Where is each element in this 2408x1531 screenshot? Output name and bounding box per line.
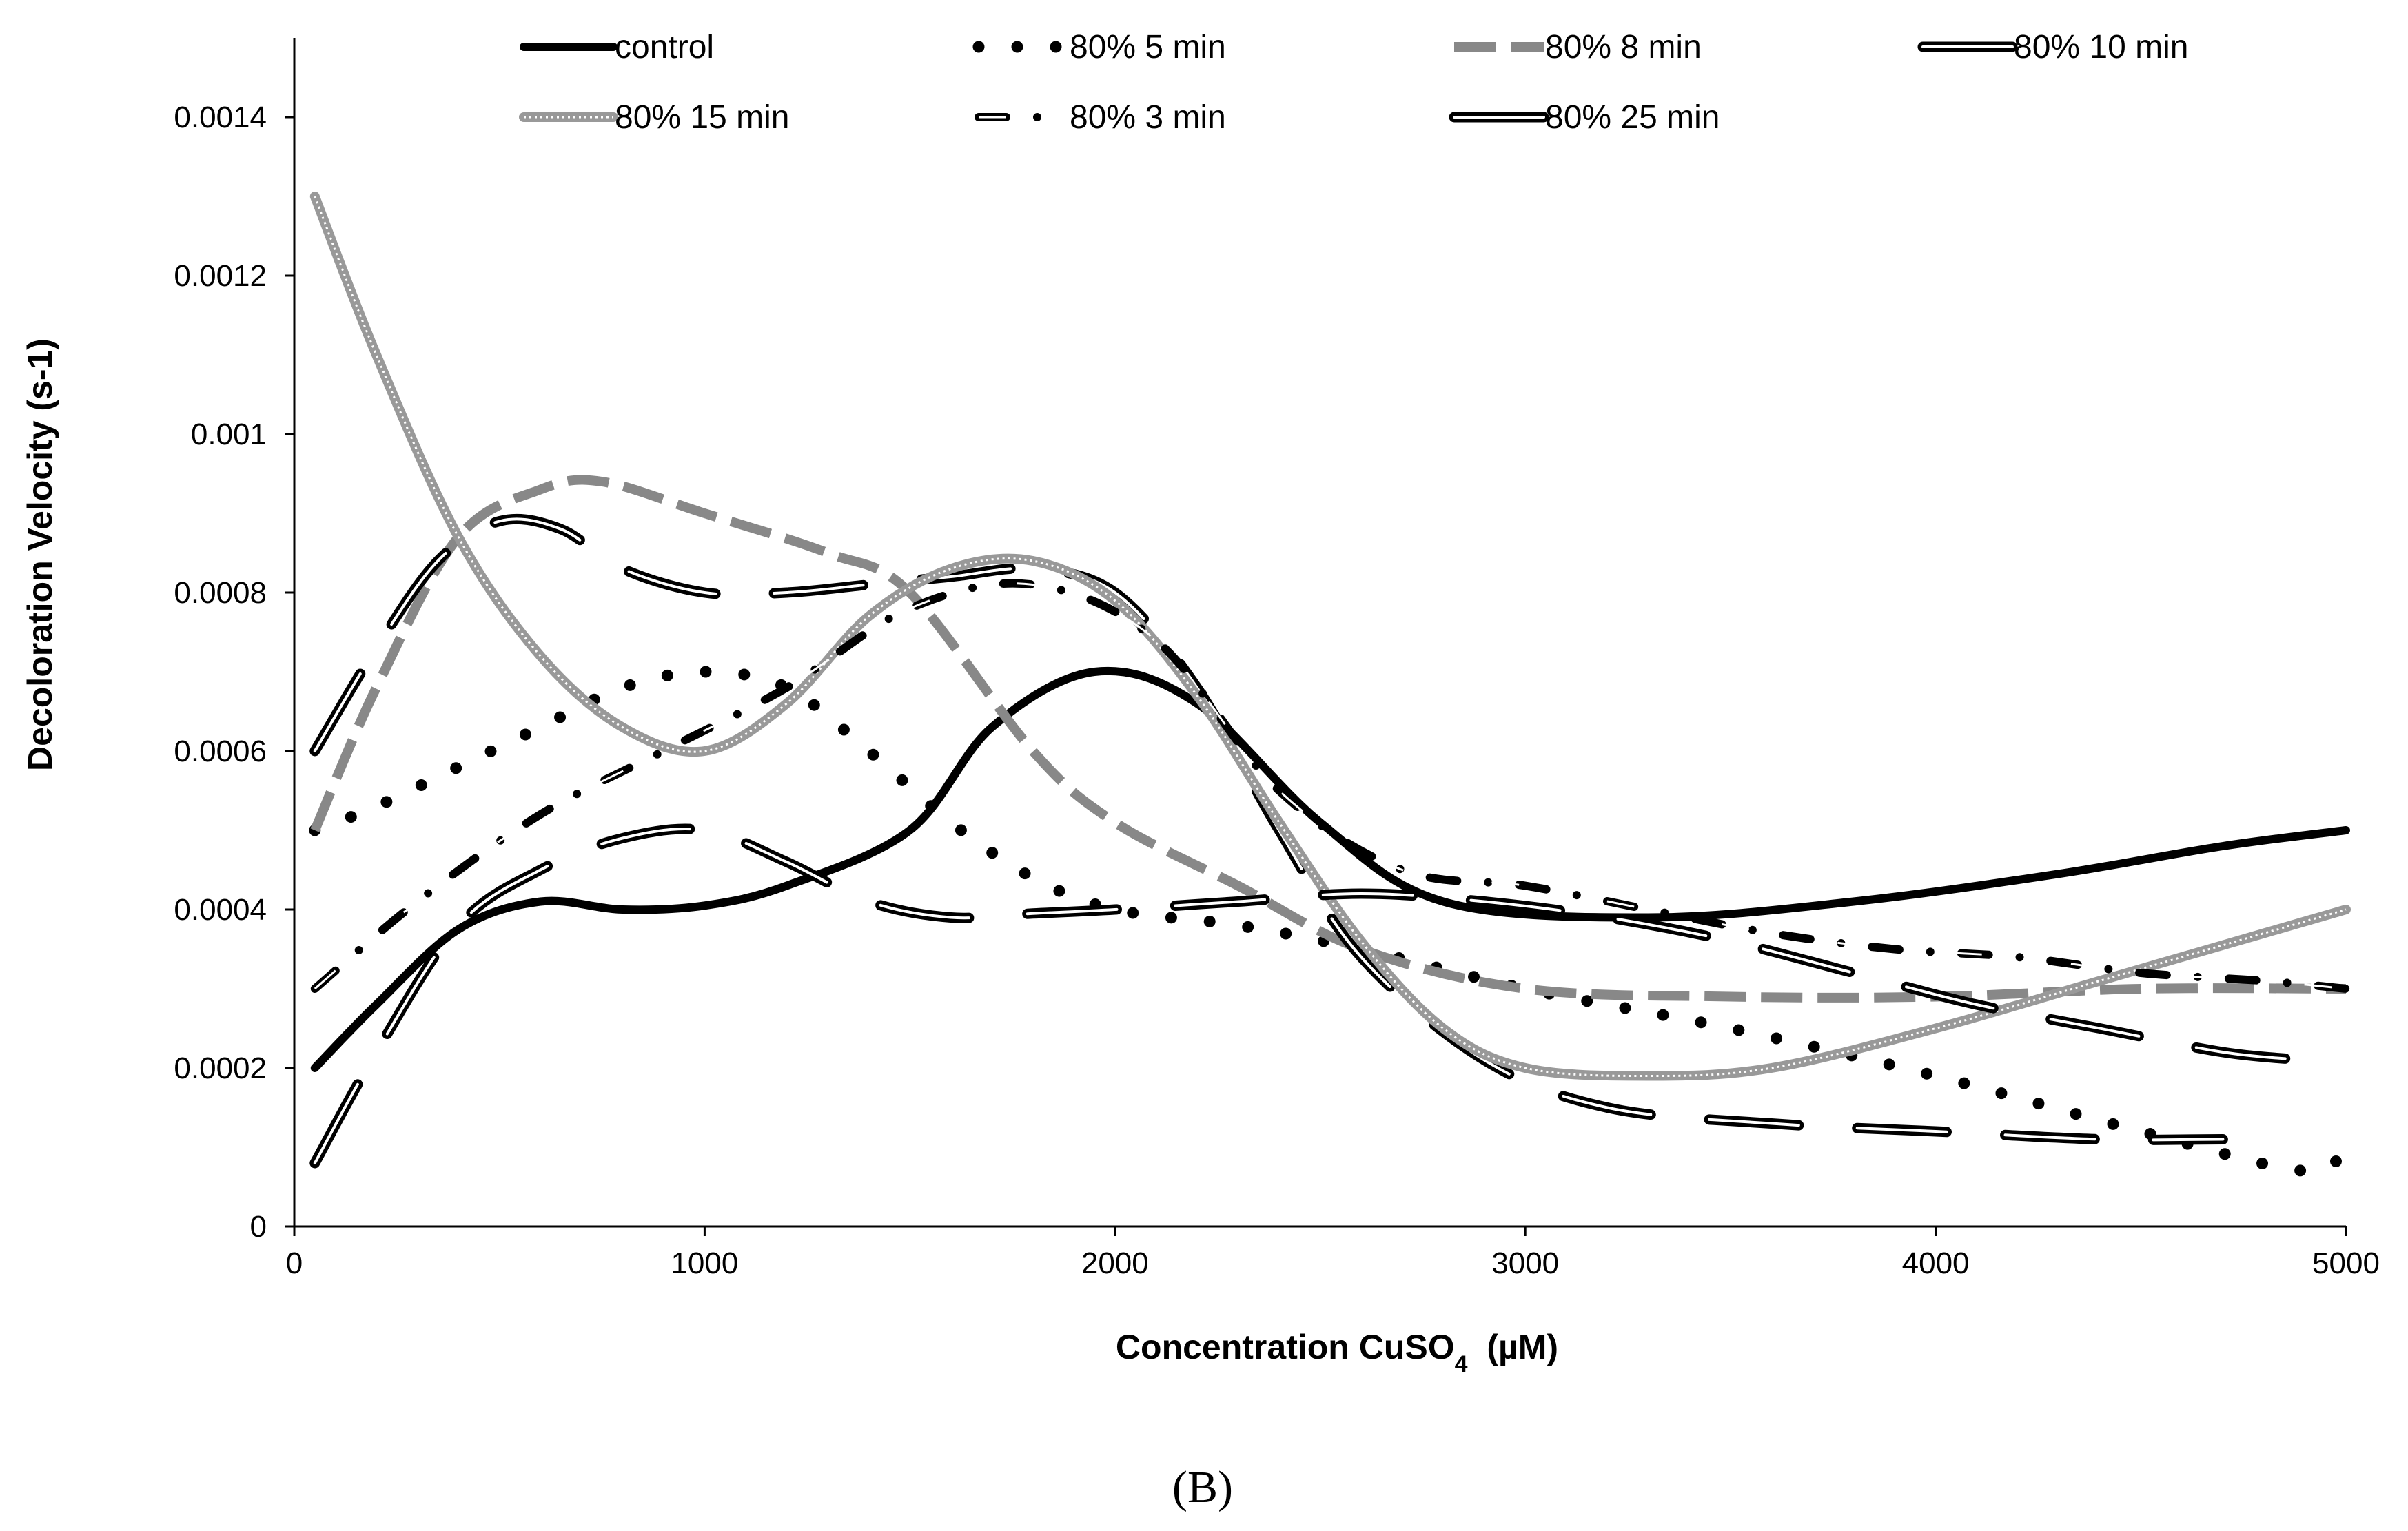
series-layer (309, 192, 2352, 1178)
x-tick-label: 5000 (2312, 1246, 2380, 1280)
y-tick-label: 0.001 (191, 418, 267, 451)
x-tick-label: 1000 (671, 1246, 738, 1280)
x-tick-label: 3000 (1491, 1246, 1559, 1280)
legend-label-80pct-25-min: 80% 25 min (1545, 99, 1720, 136)
legend-entry-control: control (520, 29, 714, 65)
legend-entry-80pct-15-min: 80% 15 min (519, 99, 789, 136)
series-80pct-10-min (309, 513, 2228, 1145)
series-80pct-3-min-line (310, 579, 2350, 993)
axes: 0 0.0002 0.0004 0.0006 0.0008 0.001 0.0012 0.00… (174, 38, 2380, 1280)
series-80pct-25-min (309, 823, 2310, 1169)
x-axis-title-subscript: 4 (1455, 1351, 1468, 1377)
series-80pct-15-min (309, 192, 2351, 1081)
y-tick-label: 0.0014 (174, 101, 267, 134)
series-80pct-25-min-line-inner (313, 828, 2307, 1164)
panel-label: (B) (1172, 1462, 1233, 1512)
legend-label-control: control (615, 29, 714, 65)
y-tick-label: 0.0006 (174, 734, 267, 768)
legend-entry-80pct-10-min: 80% 10 min (1917, 29, 2188, 65)
series-control-line (310, 666, 2350, 1072)
series-80pct-8-min (310, 475, 2347, 1003)
legend-label-80pct-15-min: 80% 15 min (615, 99, 789, 136)
series-80pct-5-min (309, 666, 2352, 1178)
x-axis-title-unit: (µM) (1468, 1328, 1559, 1366)
series-80pct-3-min-line-inner (314, 582, 2347, 990)
y-tick-label: 0.0008 (174, 576, 267, 610)
legend-entry-80pct-8-min: 80% 8 min (1454, 29, 1702, 65)
series-80pct-10-min-line-inner (313, 517, 2225, 1142)
legend-label-80pct-3-min: 80% 3 min (1070, 99, 1226, 136)
y-axis-title: Decoloration Velocity (s-1) (21, 338, 59, 771)
x-tick-label: 2000 (1081, 1246, 1149, 1280)
series-80pct-10-min-line (309, 513, 2228, 1145)
y-tick-label: 0.0012 (174, 259, 267, 293)
legend-entry-80pct-5-min: 80% 5 min (972, 29, 1226, 65)
y-tick-label: 0 (250, 1210, 267, 1244)
series-80pct-5-min-line (309, 666, 2352, 1178)
series-80pct-15-min-line-inner (314, 196, 2347, 1077)
y-tick-label: 0.0002 (174, 1051, 267, 1085)
series-80pct-3-min (310, 579, 2350, 993)
legend-label-80pct-8-min: 80% 8 min (1545, 29, 1702, 65)
y-tick-label: 0.0004 (174, 893, 267, 927)
x-tick-label: 4000 (1902, 1246, 1970, 1280)
series-80pct-15-min-line (309, 192, 2351, 1081)
x-axis-title-main: Concentration CuSO (1116, 1328, 1455, 1366)
legend-entry-80pct-3-min: 80% 3 min (975, 99, 1226, 136)
legend-label-80pct-10-min: 80% 10 min (2014, 29, 2188, 65)
legend: control 80% 5 min 80% 8 min 80% 10 min 80% 1… (519, 29, 2188, 136)
legend-entry-80pct-25-min: 80% 25 min (1449, 99, 1720, 136)
x-tick-label: 0 (286, 1246, 303, 1280)
x-axis-title: Concentration CuSO4 (µM) (1116, 1328, 1558, 1377)
series-control (310, 666, 2350, 1072)
legend-label-80pct-5-min: 80% 5 min (1070, 29, 1226, 65)
series-80pct-8-min-line (310, 475, 2347, 1003)
